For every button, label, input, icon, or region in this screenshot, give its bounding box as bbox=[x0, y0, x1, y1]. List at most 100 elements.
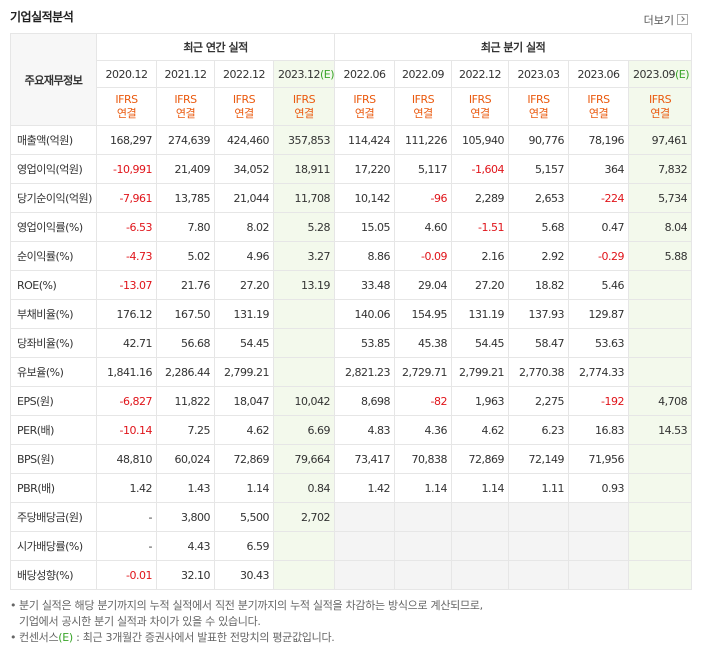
value-cell: 15.05 bbox=[334, 212, 396, 242]
period-header: 2021.12 bbox=[156, 60, 215, 88]
value-cell: 72,869 bbox=[451, 444, 510, 474]
value-cell: 2,289 bbox=[451, 183, 510, 213]
value-cell: 357,853 bbox=[272, 125, 336, 155]
value-cell: 56.68 bbox=[156, 328, 215, 358]
basis-header: IFRS 연결 bbox=[214, 87, 274, 126]
value-cell: 129.87 bbox=[568, 299, 630, 329]
basis-header: IFRS 연결 bbox=[568, 87, 630, 126]
basis: 연결 bbox=[650, 106, 670, 120]
value-cell: 90,776 bbox=[508, 125, 570, 155]
value-cell: 1.42 bbox=[334, 473, 396, 503]
value-cell: 34,052 bbox=[214, 154, 274, 184]
value-cell: 8,698 bbox=[334, 386, 396, 416]
empty-cell bbox=[272, 560, 336, 590]
value-cell: 45.38 bbox=[394, 328, 453, 358]
empty-cell bbox=[451, 502, 510, 532]
empty-cell bbox=[568, 502, 630, 532]
value-cell: 424,460 bbox=[214, 125, 274, 155]
value-cell: 78,196 bbox=[568, 125, 630, 155]
estimate-mark: (E) bbox=[320, 67, 335, 81]
value-cell: 8.86 bbox=[334, 241, 396, 271]
data-row: 매출액(억원) 168,297 274,639 424,460 357,853 114,4… bbox=[10, 125, 693, 155]
more-icon[interactable] bbox=[677, 14, 688, 25]
value-cell: 131.19 bbox=[214, 299, 274, 329]
period-header: 2022.12 bbox=[451, 60, 510, 88]
empty-cell bbox=[628, 328, 693, 358]
value-cell: 79,664 bbox=[272, 444, 336, 474]
data-row: 영업이익률(%) -6.53 7.80 8.02 5.28 15.05 4.60 -1.51 5… bbox=[10, 212, 693, 242]
period-header: 2020.12 bbox=[96, 60, 157, 88]
basis: 연결 bbox=[470, 106, 490, 120]
empty-cell bbox=[272, 299, 336, 329]
value-cell: 7.25 bbox=[156, 415, 215, 445]
empty-cell bbox=[334, 560, 396, 590]
estimate-mark: (E) bbox=[675, 67, 690, 81]
value-cell: 2,799.21 bbox=[451, 357, 510, 387]
empty-cell bbox=[628, 473, 693, 503]
value-cell: 60,024 bbox=[156, 444, 215, 474]
empty-cell bbox=[272, 531, 336, 561]
row-header: 주요재무정보 bbox=[10, 33, 97, 126]
basis: IFRS bbox=[648, 92, 672, 106]
basis: IFRS bbox=[174, 92, 197, 106]
value-cell: 2.92 bbox=[508, 241, 570, 271]
basis: 연결 bbox=[413, 106, 433, 120]
empty-cell bbox=[628, 531, 693, 561]
value-cell: 18,047 bbox=[214, 386, 274, 416]
row-label: 순이익률(%) bbox=[10, 241, 97, 271]
value-cell: 4.36 bbox=[394, 415, 453, 445]
period: 2021.12 bbox=[164, 67, 208, 81]
value-cell: 5,500 bbox=[214, 502, 274, 532]
row-label: 시가배당률(%) bbox=[10, 531, 97, 561]
basis: IFRS bbox=[115, 92, 138, 106]
value-cell: 2.16 bbox=[451, 241, 510, 271]
value-cell: 5.46 bbox=[568, 270, 630, 300]
notes: 분기 실적은 해당 분기까지의 누적 실적에서 직전 분기까지의 누적 실적을 … bbox=[10, 598, 483, 646]
note-text: 기업에서 공시한 분기 실적과 차이가 있을 수 있습니다. bbox=[19, 615, 261, 628]
value-cell: 2,799.21 bbox=[214, 357, 274, 387]
basis-header: IFRS 연결 bbox=[334, 87, 396, 126]
value-cell: - bbox=[96, 502, 157, 532]
period-header: 2022.09 bbox=[394, 60, 453, 88]
value-cell: -82 bbox=[394, 386, 453, 416]
value-cell: 274,639 bbox=[156, 125, 215, 155]
row-label: 매출액(억원) bbox=[10, 125, 97, 155]
value-cell: 111,226 bbox=[394, 125, 453, 155]
value-cell: 10,142 bbox=[334, 183, 396, 213]
value-cell: 21.76 bbox=[156, 270, 215, 300]
note: 분기 실적은 해당 분기까지의 누적 실적에서 직전 분기까지의 누적 실적을 … bbox=[10, 598, 483, 614]
table-head: 주요재무정보 최근 연간 실적 최근 분기 실적 2020.12 2021.12 2022… bbox=[10, 33, 693, 126]
value-cell: 1,841.16 bbox=[96, 357, 157, 387]
empty-cell bbox=[451, 531, 510, 561]
period-header: 2022.06 bbox=[334, 60, 396, 88]
period-header: 2023.12(E) bbox=[272, 60, 336, 88]
value-cell: 6.59 bbox=[214, 531, 274, 561]
value-cell: 27.20 bbox=[451, 270, 510, 300]
row-label: ROE(%) bbox=[10, 270, 97, 300]
value-cell: 176.12 bbox=[96, 299, 157, 329]
value-cell: 30.43 bbox=[214, 560, 274, 590]
empty-cell bbox=[272, 328, 336, 358]
row-label: BPS(원) bbox=[10, 444, 97, 474]
row-label: 영업이익(억원) bbox=[10, 154, 97, 184]
value-cell: 70,838 bbox=[394, 444, 453, 474]
basis: IFRS bbox=[232, 92, 256, 106]
period: 2020.12 bbox=[105, 67, 149, 81]
more-link[interactable]: 더보기 bbox=[644, 12, 688, 28]
value-cell: -0.09 bbox=[394, 241, 453, 271]
value-cell: 2,275 bbox=[508, 386, 570, 416]
more-text[interactable]: 더보기 bbox=[643, 14, 674, 27]
basis-header: IFRS 연결 bbox=[508, 87, 570, 126]
value-cell: 137.93 bbox=[508, 299, 570, 329]
empty-cell bbox=[568, 531, 630, 561]
basis: 연결 bbox=[234, 106, 254, 120]
empty-cell bbox=[508, 531, 570, 561]
empty-cell bbox=[628, 299, 693, 329]
data-row: ROE(%) -13.07 21.76 27.20 13.19 33.48 29.04 27.… bbox=[10, 270, 693, 300]
value-cell: 8.04 bbox=[628, 212, 693, 242]
empty-cell bbox=[334, 502, 396, 532]
value-cell: 54.45 bbox=[451, 328, 510, 358]
basis-header: IFRS 연결 bbox=[156, 87, 215, 126]
value-cell: 2,770.38 bbox=[508, 357, 570, 387]
